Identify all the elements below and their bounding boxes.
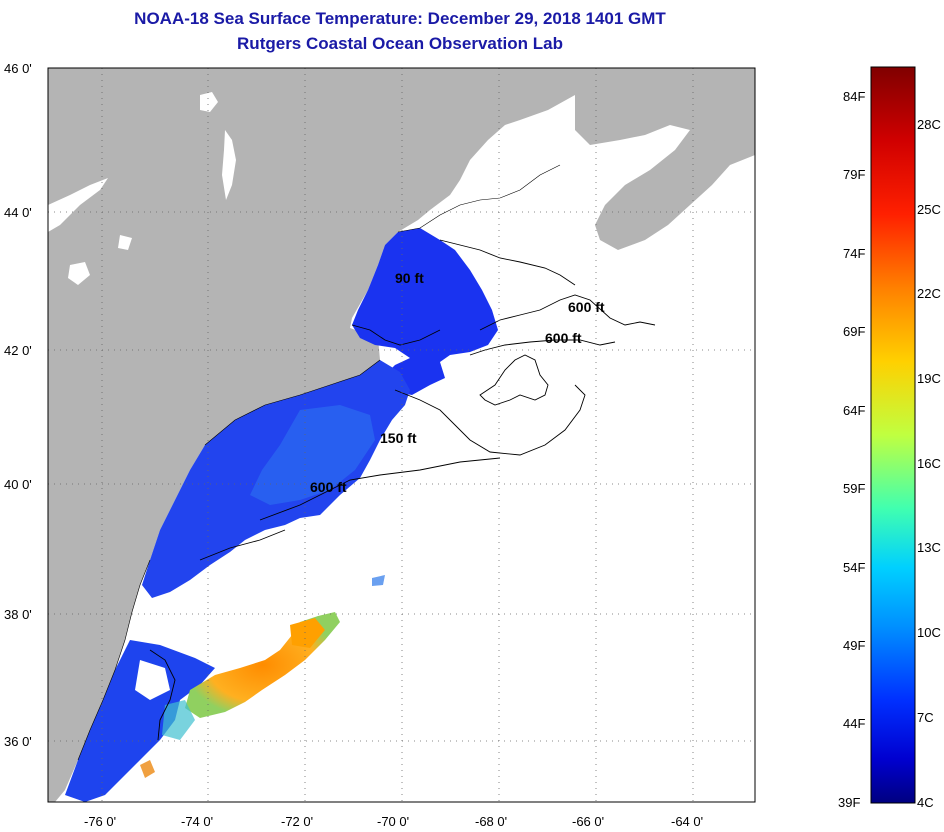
sst-small-patch [372,575,385,586]
colorbar-f-labels: 84F 79F 74F 69F 64F 59F 54F 49F 44F 39F [838,89,865,810]
colorbar-c-label: 10C [917,625,941,640]
colorbar-c-label: 22C [917,286,941,301]
axis-ticks [47,67,756,803]
lat-label: 44 0' [4,205,32,220]
colorbar-f-label: 74F [843,246,865,261]
sst-south-shelf [65,640,215,802]
colorbar-c-label: 4C [917,795,934,810]
colorbar-c-label: 28C [917,117,941,132]
colorbar-f-label: 84F [843,89,865,104]
sst-shelf-light [250,405,375,505]
colorbar-c-label: 25C [917,202,941,217]
coastline [77,164,561,761]
lat-label: 46 0' [4,61,32,76]
lake [200,92,218,112]
sst-gulf-stream-edge [162,700,195,740]
graticule [48,68,755,802]
colorbar-c-label: 19C [917,371,941,386]
map-title: NOAA-18 Sea Surface Temperature: Decembe… [134,9,666,28]
land-cape-breton [690,100,755,145]
lake [68,262,90,285]
lon-label: -64 0' [671,814,703,829]
lon-label: -68 0' [475,814,507,829]
contour-label: 90 ft [395,270,424,286]
colorbar-f-label: 39F [838,795,860,810]
lon-label: -66 0' [572,814,604,829]
lat-label: 38 0' [4,607,32,622]
sst-warm-patch [290,618,325,648]
lat-label: 42 0' [4,343,32,358]
colorbar-c-label: 7C [917,710,934,725]
colorbar-f-label: 44F [843,716,865,731]
colorbar-f-label: 69F [843,324,865,339]
colorbar-c-label: 13C [917,540,941,555]
sst-south-patch [140,760,155,778]
contour-label: 600 ft [568,299,605,315]
lon-label: -74 0' [181,814,213,829]
lake [222,130,236,200]
colorbar-f-label: 54F [843,560,865,575]
lon-label: -76 0' [84,814,116,829]
lat-label: 40 0' [4,477,32,492]
lon-label: -72 0' [281,814,313,829]
colorbar-f-label: 64F [843,403,865,418]
colorbar [870,66,916,804]
contour-label: 600 ft [545,330,582,346]
sst-gulf-of-maine [352,228,498,395]
contour-label: 150 ft [380,430,417,446]
lat-label: 36 0' [4,734,32,749]
lake [48,178,108,232]
colorbar-f-label: 59F [843,481,865,496]
lon-label: -70 0' [377,814,409,829]
colorbar-c-labels: 28C 25C 22C 19C 16C 13C 10C 7C 4C [917,117,941,810]
cloud [135,660,170,700]
land-us-east [48,68,575,802]
bathymetry-contours [149,239,656,741]
colorbar-c-label: 16C [917,456,941,471]
lake [118,235,132,250]
contour-label: 600 ft [310,479,347,495]
colorbar-f-label: 49F [843,638,865,653]
colorbar-f-label: 79F [843,167,865,182]
cloud [160,590,230,620]
map-subtitle: Rutgers Coastal Ocean Observation Lab [237,34,563,53]
